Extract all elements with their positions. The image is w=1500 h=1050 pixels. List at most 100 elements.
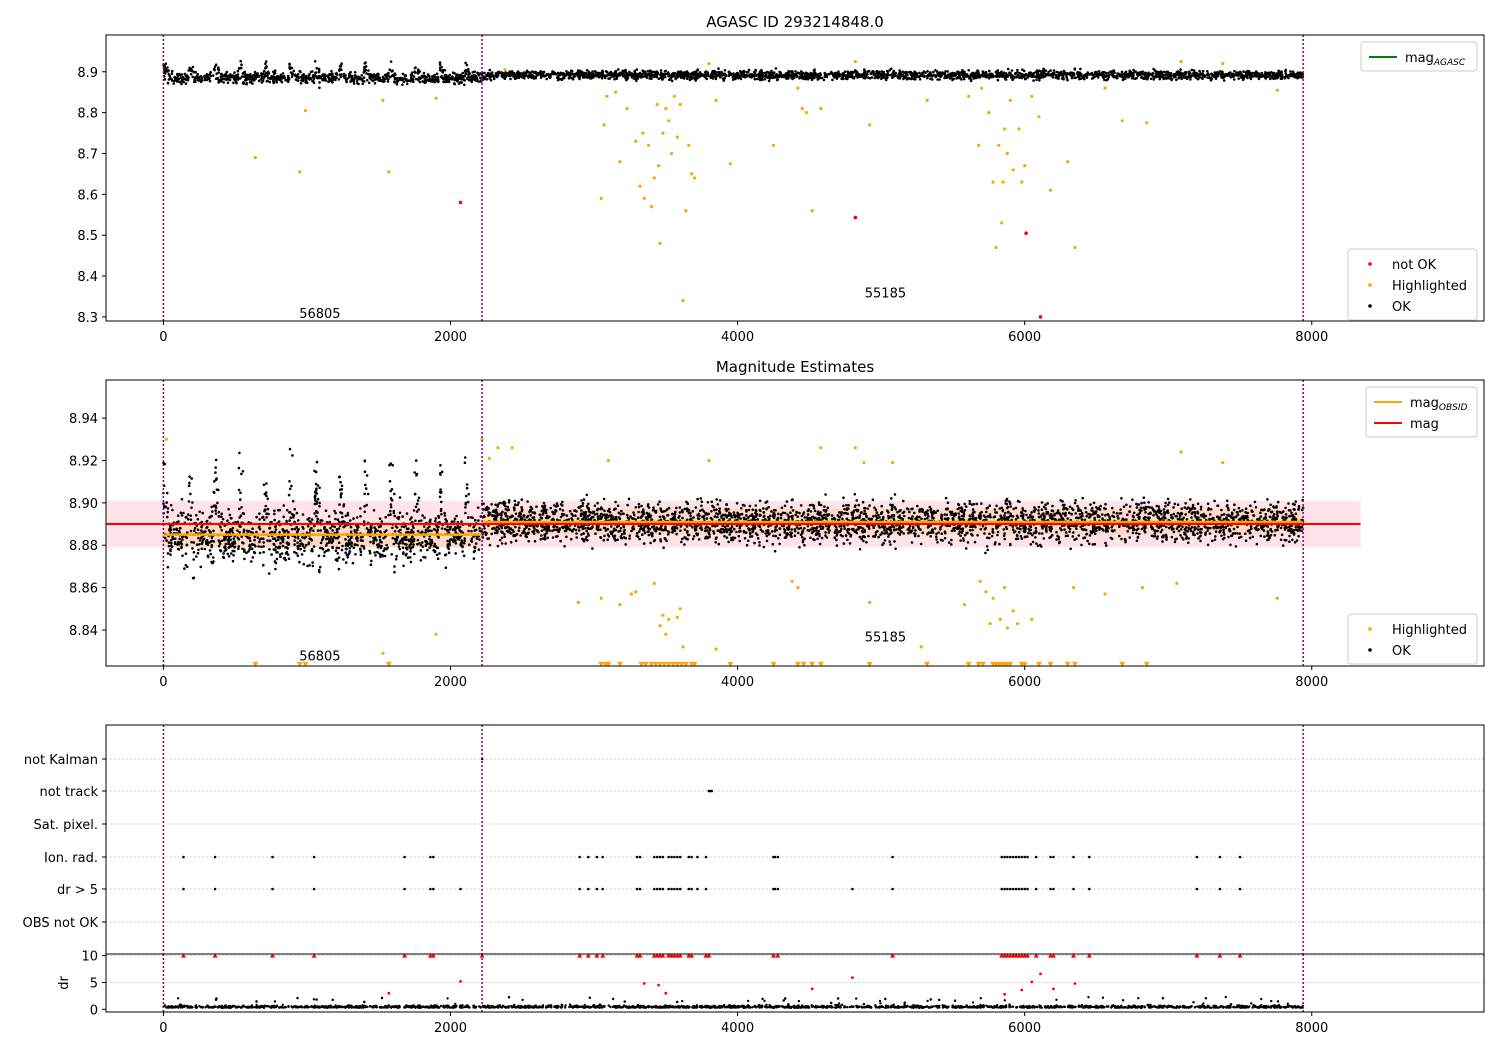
ok-point [412,509,416,512]
ok-point [396,516,399,520]
ok-point [996,533,999,537]
ok-point [274,545,278,549]
ok-point [1070,76,1074,80]
ok-point [846,73,850,77]
ok-point [670,75,673,78]
ok-point [956,75,959,79]
ok-point [356,528,359,532]
ok-point [735,530,738,534]
ok-point [342,525,346,529]
ok-point [388,68,392,71]
ok-point [1270,71,1273,74]
ok-point [378,538,382,542]
ok-point [190,506,193,510]
ok-point [1180,73,1184,76]
ok-point [192,551,196,554]
ok-point [1139,71,1143,74]
ok-point [458,525,462,529]
ok-point [309,77,313,81]
ok-point [359,539,363,542]
ok-point [723,69,727,72]
ok-point [421,545,425,548]
ok-point [447,75,451,78]
ok-point [179,76,183,80]
ok-point [373,551,376,554]
highlighted-point [714,98,718,102]
ok-point [273,560,277,563]
ok-point [1164,70,1168,74]
ok-point [459,80,462,84]
highlighted-point [599,196,603,200]
ok-point [918,78,922,81]
ok-point [398,78,402,82]
ok-point [291,499,295,503]
ok-point [468,72,471,75]
ok-point [268,527,271,530]
ok-point [234,80,238,83]
ok-point [403,542,407,546]
ok-point [719,76,722,79]
highlighted-point [1001,180,1005,184]
ok-point [653,73,657,77]
ok-point [200,76,204,79]
ok-point [429,544,433,547]
ok-point [1078,71,1081,74]
ok-point [426,548,429,552]
ok-point [266,507,270,511]
ok-point [256,72,259,75]
ok-point [285,508,289,512]
ok-point [452,540,455,544]
ok-point [381,553,384,557]
ok-point [467,492,471,496]
ok-point [443,68,447,72]
ok-point [1009,76,1013,79]
ok-point [170,545,174,549]
ok-point [355,536,359,539]
ok-point [869,72,873,76]
ok-point [1059,72,1063,76]
ok-point [615,77,619,80]
ok-point [231,559,235,563]
ok-point [410,73,414,77]
ok-point [967,75,970,78]
ok-point [189,514,192,517]
ok-point [836,73,840,77]
ok-point [345,542,348,545]
ok-point [464,511,467,515]
ok-point [262,530,265,533]
ok-point [291,454,294,457]
ok-point [438,61,442,64]
ok-point [191,501,194,504]
ok-point [472,77,476,80]
ok-point [996,78,1000,82]
ok-point [334,72,338,76]
highlighted-point [641,131,645,135]
ok-point [1048,73,1052,76]
ok-point [972,74,976,78]
ok-point [1195,72,1199,75]
highlighted-point [1005,151,1010,156]
ok-point [1031,75,1035,78]
ok-point [412,80,415,84]
ok-point [909,77,912,81]
ok-point [428,537,431,541]
ok-point [727,540,730,544]
ok-point [463,83,466,87]
ok-point [1089,73,1093,76]
ok-point [310,547,314,551]
ok-point [361,82,365,85]
ok-point [452,82,456,85]
ok-point [1264,77,1267,80]
ok-point [1170,535,1174,539]
ok-point [200,525,203,529]
ok-point [262,537,265,541]
ok-point [393,570,396,574]
ok-point [286,553,290,556]
ok-point [679,529,682,532]
ok-point [386,80,390,83]
ok-point [214,458,218,462]
ok-point [342,72,346,76]
ok-point [197,548,200,552]
ok-point [314,514,318,518]
